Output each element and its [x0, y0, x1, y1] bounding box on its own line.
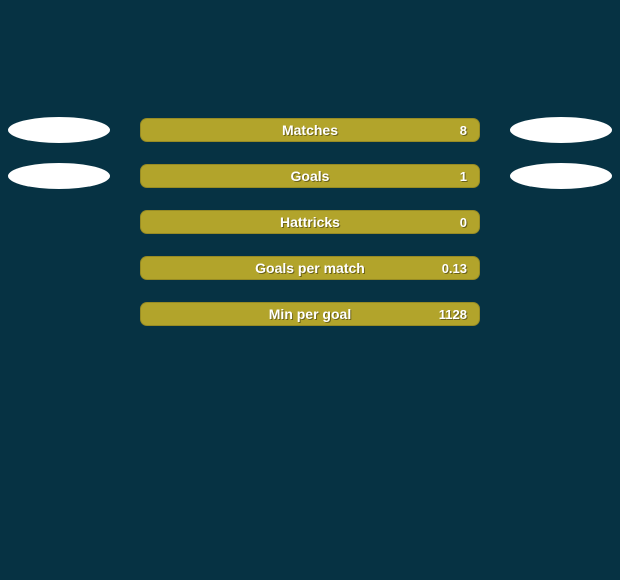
- stat-value: 1128: [439, 307, 467, 322]
- stat-row: Matches 8: [0, 118, 620, 142]
- stat-label: Goals per match: [151, 260, 469, 276]
- ellipse-right: [510, 163, 612, 189]
- stat-label: Hattricks: [151, 214, 469, 230]
- stat-row: Goals 1: [0, 164, 620, 188]
- stat-value: 0: [460, 215, 467, 230]
- stat-bar: Goals 1: [140, 164, 480, 188]
- ellipse-right: [510, 117, 612, 143]
- stat-row: Goals per match 0.13: [0, 256, 620, 280]
- ellipse-left: [8, 163, 110, 189]
- ellipse-left: [8, 117, 110, 143]
- stat-label: Min per goal: [151, 306, 469, 322]
- stat-label: Matches: [151, 122, 469, 138]
- stat-value: 1: [460, 169, 467, 184]
- stat-value: 0.13: [442, 261, 467, 276]
- stat-bar: Goals per match 0.13: [140, 256, 480, 280]
- stat-bar: Matches 8: [140, 118, 480, 142]
- stat-value: 8: [460, 123, 467, 138]
- background: [0, 0, 620, 580]
- stat-row: Hattricks 0: [0, 210, 620, 234]
- stat-row: Min per goal 1128: [0, 302, 620, 326]
- stat-bar: Hattricks 0: [140, 210, 480, 234]
- stat-label: Goals: [151, 168, 469, 184]
- stat-bar: Min per goal 1128: [140, 302, 480, 326]
